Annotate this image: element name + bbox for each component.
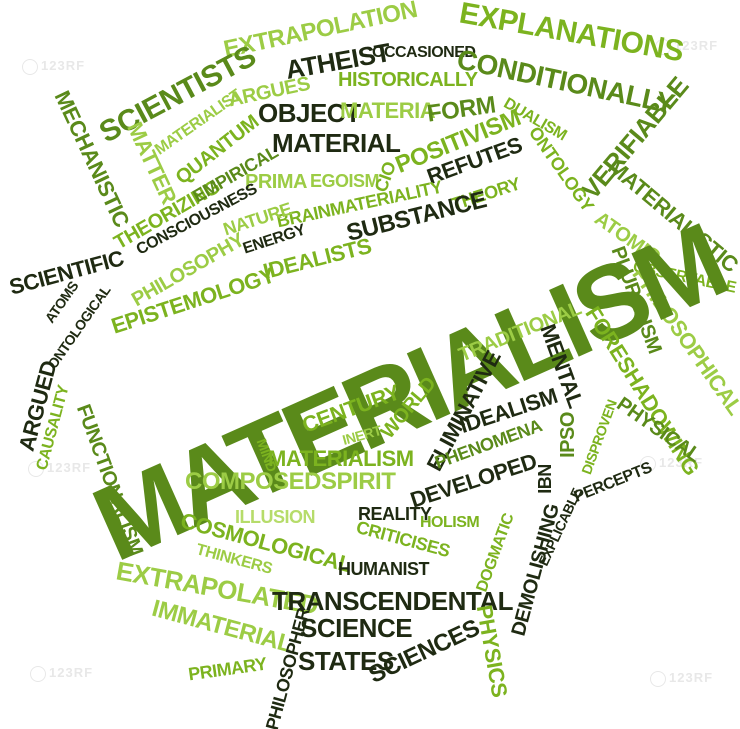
word: OBJECT xyxy=(258,98,361,128)
word: PRIMA xyxy=(245,171,307,193)
word: MATERIAL xyxy=(272,128,401,158)
watermark: 123RF xyxy=(640,455,703,472)
watermark: 123RF xyxy=(655,38,718,55)
word: TRANSCENDENTAL xyxy=(272,586,513,616)
watermark-text: 123RF xyxy=(49,665,94,680)
word: ILLUSION xyxy=(235,507,316,527)
watermark-text: 123RF xyxy=(47,460,92,475)
watermark: 123RF xyxy=(650,670,713,687)
word: MATERIALISM xyxy=(268,446,414,471)
watermark-text: 123RF xyxy=(669,670,714,685)
watermark: 123RF xyxy=(22,58,85,75)
word: EGOISM xyxy=(310,171,380,191)
word: MATERIA xyxy=(340,98,436,123)
word: HOLISM xyxy=(420,514,480,531)
watermark-text: 123RF xyxy=(41,58,86,73)
word: SCIENCE xyxy=(300,613,413,643)
watermark-logo-icon xyxy=(650,670,666,687)
watermark: 123RF xyxy=(28,460,91,477)
word: PHYSICS xyxy=(471,602,513,699)
watermark-logo-icon xyxy=(28,460,44,477)
word: HISTORICALLY xyxy=(338,69,478,91)
word: REALITY xyxy=(358,504,432,524)
word: OCCASIONED xyxy=(372,44,476,61)
word: IPSO xyxy=(556,412,579,458)
word: PRIMARY xyxy=(186,653,268,685)
word: DOGMATIC xyxy=(473,511,518,595)
watermark-logo-icon xyxy=(22,58,38,75)
watermark-text: 123RF xyxy=(674,38,719,53)
word: HUMANIST xyxy=(338,559,430,579)
watermark-logo-icon xyxy=(640,455,656,472)
watermark-text: 123RF xyxy=(659,455,704,470)
word: IBN xyxy=(534,464,555,494)
word: STATES xyxy=(298,646,394,676)
watermark-logo-icon xyxy=(30,665,46,682)
watermark-logo-icon xyxy=(655,38,671,55)
word: DEMOLISHING xyxy=(507,501,564,639)
word: COMPOSEDSPIRIT xyxy=(185,468,396,495)
watermark: 123RF xyxy=(30,665,93,682)
